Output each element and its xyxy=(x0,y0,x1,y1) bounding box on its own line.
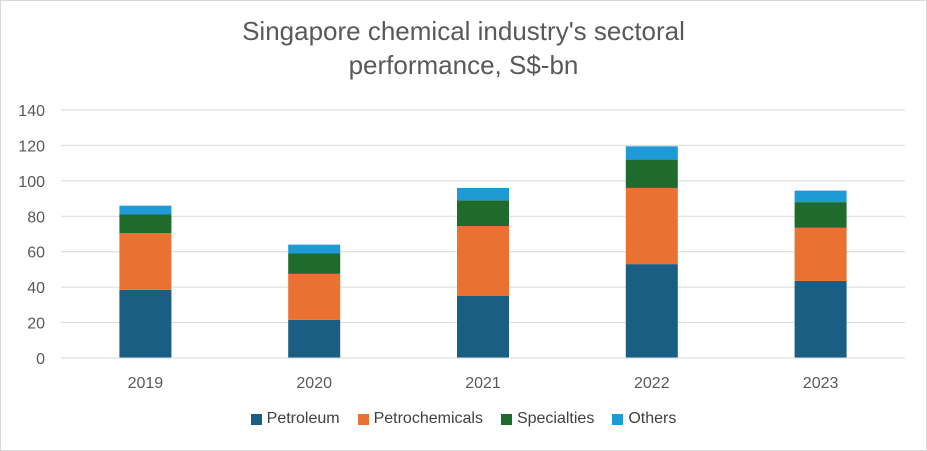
bar-petroleum-2019 xyxy=(119,289,172,358)
legend-label-petroleum: Petroleum xyxy=(266,410,340,427)
legend-label-specialties: Specialties xyxy=(516,410,595,427)
legend-swatch-others xyxy=(612,413,624,425)
y-tick-label-140: 140 xyxy=(18,103,45,120)
y-tick-label-40: 40 xyxy=(27,280,45,297)
bar-petrochemicals-2020 xyxy=(288,273,341,320)
legend-label-petrochemicals: Petrochemicals xyxy=(373,410,483,427)
bar-petroleum-2023 xyxy=(794,280,847,358)
y-tick-label-20: 20 xyxy=(27,316,45,333)
x-tick-label-2020: 2020 xyxy=(296,375,332,392)
legend-swatch-specialties xyxy=(500,413,512,425)
y-tick-label-120: 120 xyxy=(18,138,45,155)
bar-petrochemicals-2021 xyxy=(457,226,509,296)
bar-others-2023 xyxy=(794,190,847,203)
chart-title: Singapore chemical industry's sectoral p… xyxy=(0,14,927,82)
x-tick-label-2022: 2022 xyxy=(634,375,670,392)
bar-petrochemicals-2023 xyxy=(794,227,847,281)
bar-others-2021 xyxy=(457,187,509,201)
legend-item-petrochemicals: Petrochemicals xyxy=(357,410,483,428)
legend-item-petroleum: Petroleum xyxy=(250,410,340,428)
bar-petrochemicals-2022 xyxy=(625,187,678,265)
bar-petroleum-2021 xyxy=(457,296,509,358)
x-tick-label-2021: 2021 xyxy=(465,375,501,392)
bar-petrochemicals-2019 xyxy=(119,233,172,290)
legend-item-specialties: Specialties xyxy=(500,410,595,428)
bar-specialties-2021 xyxy=(457,200,509,227)
legend-swatch-petrochemicals xyxy=(357,413,369,425)
y-tick-label-60: 60 xyxy=(27,245,45,262)
x-tick-label-2023: 2023 xyxy=(803,375,839,392)
y-tick-label-0: 0 xyxy=(36,351,45,368)
chart-title-line1: Singapore chemical industry's sectoral xyxy=(242,16,685,46)
x-tick-label-2019: 2019 xyxy=(128,375,164,392)
legend-item-others: Others xyxy=(612,410,676,428)
bar-others-2020 xyxy=(288,244,341,254)
bar-specialties-2019 xyxy=(119,214,172,234)
chart-legend: Petroleum Petrochemicals Specialties Others xyxy=(0,410,927,428)
bar-specialties-2023 xyxy=(794,202,847,228)
chart-title-line2: performance, S$-bn xyxy=(348,50,579,80)
legend-swatch-petroleum xyxy=(250,413,262,425)
bar-petroleum-2022 xyxy=(625,264,678,358)
bar-others-2022 xyxy=(625,146,678,160)
bar-specialties-2022 xyxy=(625,159,678,188)
bar-others-2019 xyxy=(119,205,172,215)
bar-specialties-2020 xyxy=(288,253,341,274)
legend-label-others: Others xyxy=(628,410,677,427)
bar-petroleum-2020 xyxy=(288,319,341,358)
y-tick-label-80: 80 xyxy=(27,209,45,226)
y-tick-label-100: 100 xyxy=(18,174,45,191)
